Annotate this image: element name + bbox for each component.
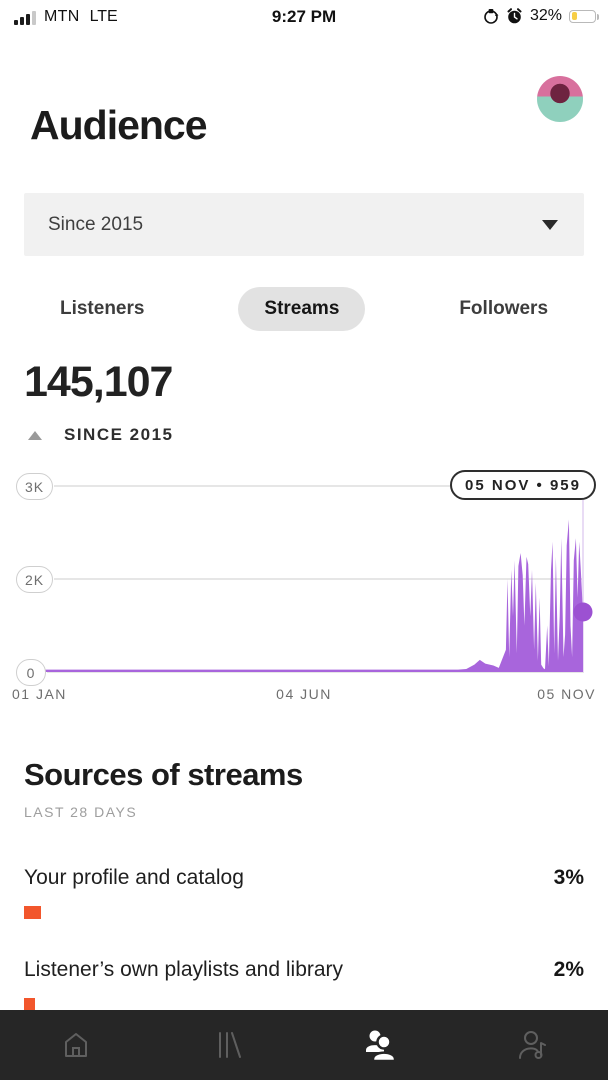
alarm-clock-icon: [507, 7, 522, 23]
streams-chart[interactable]: 3K 2K 0 05 NOV • 959 01 JAN 04 JUN 05 NO…: [0, 460, 608, 710]
source-row: Listener’s own playlists and library 2%: [24, 958, 584, 1011]
source-bar: [24, 906, 41, 919]
carrier-label: MTN: [44, 8, 80, 25]
y-tick-0: 0: [16, 659, 46, 686]
battery-percentage-label: 32%: [529, 7, 562, 24]
bottom-nav: [0, 1010, 608, 1080]
period-dropdown[interactable]: Since 2015: [24, 193, 584, 256]
home-icon: [65, 1033, 87, 1057]
x-tick-jan: 01 JAN: [12, 686, 67, 702]
y-tick-2k: 2K: [16, 566, 53, 593]
battery-icon: [569, 9, 599, 23]
x-tick-nov: 05 NOV: [537, 686, 596, 702]
streams-total: 145,107: [24, 358, 173, 406]
signal-bars-icon: [14, 10, 36, 25]
network-type-label: LTE: [89, 8, 118, 25]
source-row: Your profile and catalog 3%: [24, 866, 584, 919]
audience-people-icon: [366, 1030, 397, 1062]
tab-listeners[interactable]: Listeners: [59, 298, 145, 319]
page-title: Audience: [30, 102, 208, 148]
nav-profile[interactable]: [456, 1010, 608, 1080]
triangle-up-icon: [28, 430, 42, 440]
y-tick-3k: 3K: [16, 473, 53, 500]
nav-music[interactable]: [152, 1010, 304, 1080]
source-value: 2%: [553, 958, 584, 981]
tab-streams[interactable]: Streams: [238, 287, 366, 331]
x-tick-jun: 04 JUN: [276, 686, 332, 702]
source-value: 3%: [553, 866, 584, 889]
nav-home[interactable]: [0, 1010, 152, 1080]
chart-tooltip: 05 NOV • 959: [450, 470, 596, 500]
period-indicator: SINCE 2015: [28, 425, 174, 445]
nav-audience[interactable]: [304, 1010, 456, 1080]
tab-followers[interactable]: Followers: [459, 298, 549, 319]
source-bar: [24, 998, 36, 1011]
period-label: SINCE 2015: [64, 425, 174, 444]
music-lines-icon: [219, 1032, 241, 1058]
artist-profile-icon: [519, 1031, 546, 1059]
source-label: Your profile and catalog: [24, 866, 244, 889]
sources-title: Sources of streams: [24, 757, 303, 792]
caret-down-icon: [542, 219, 558, 230]
avatar[interactable]: [537, 76, 583, 122]
orientation-lock-icon: [484, 9, 499, 24]
clock-time: 9:27 PM: [271, 7, 337, 26]
source-label: Listener’s own playlists and library: [24, 958, 344, 981]
highlight-marker-dot: [573, 602, 593, 622]
status-bar: MTN LTE 9:27 PM 32%: [0, 0, 608, 44]
streams-area-series: [40, 519, 583, 672]
sources-subtitle: LAST 28 DAYS: [24, 804, 138, 820]
metric-tabs: Listeners Streams Followers: [0, 287, 608, 331]
period-dropdown-value: Since 2015: [48, 213, 144, 235]
